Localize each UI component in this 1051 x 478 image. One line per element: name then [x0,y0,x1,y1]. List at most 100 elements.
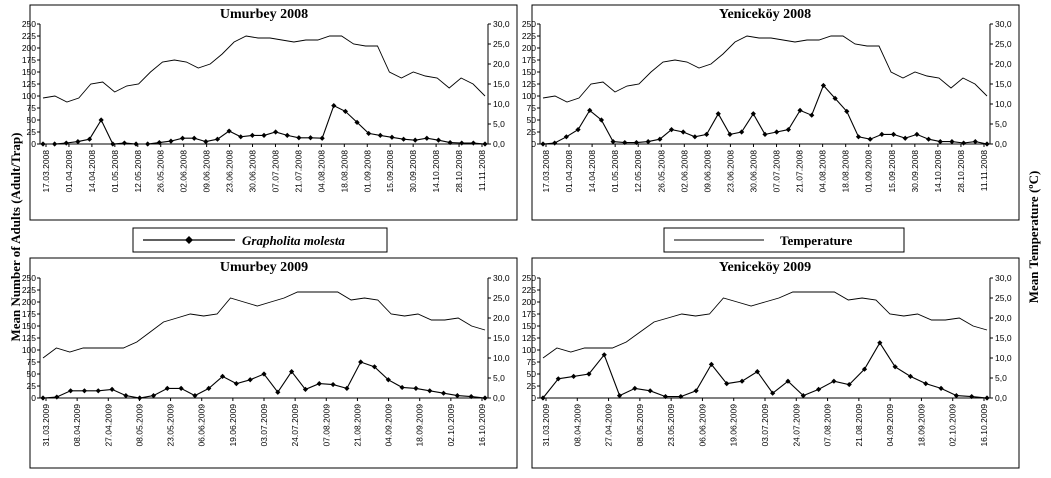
moth-point [399,384,405,391]
x-tick-label: 27.04.2009 [103,404,113,447]
y-axis-right-label: Mean Temperature (ºC) [1026,171,1041,304]
moth-point [354,119,360,125]
moth-point [468,393,474,400]
y-left-tick-label: 125 [22,333,36,343]
y-right-tick-label: 30,0 [493,273,510,283]
moth-point [754,369,760,375]
x-tick-label: 23.05.2009 [166,404,176,447]
x-tick-label: 31.03.2009 [41,404,51,447]
moth-point [622,139,628,146]
moth-point [284,132,290,138]
moth-point [923,381,929,387]
moth-point [482,395,488,401]
x-tick-label: 16.10.2009 [979,404,989,447]
moth-point [571,373,577,379]
x-tick-label: 12.05.2008 [633,150,643,193]
moth-point [86,136,93,142]
moth-point [238,134,244,140]
x-tick-label: 08.04.2009 [72,404,82,447]
y-right-tick-label: 30,0 [493,19,510,29]
moth-point [633,139,640,146]
y-axis-left-label: Mean Number of Adults (Adult/Trap) [8,133,23,342]
chart-panel-3: Umurbey 2009 0 25 50 75 100 125 150 175 200 225 250… [22,257,518,469]
y-left-tick-label: 50 [27,115,37,125]
y-left-tick-label: 125 [522,333,536,343]
y-left-tick-label: 75 [27,357,37,367]
y-left-tick-label: 225 [22,285,36,295]
temperature-line [42,291,486,359]
moth-point [63,140,69,146]
moth-point [413,385,419,391]
moth-point [261,371,267,377]
x-tick-label: 03.07.2009 [259,404,269,447]
y-left-tick-label: 200 [522,297,536,307]
moth-point [724,381,730,387]
moth-point [774,129,780,135]
moth-point [68,388,74,394]
y-left-tick-label: 0 [531,393,536,403]
moth-point [877,340,883,346]
y-right-tick-label: 5,0 [995,119,1007,129]
legend-moth-marker [185,236,193,244]
moth-point [937,139,943,145]
moth-point [552,140,558,146]
moth-point [587,107,593,113]
moth-point [575,127,581,133]
x-tick-label: 02.10.2009 [446,404,456,447]
x-tick-label: 17.03.2008 [41,150,51,193]
y-left-tick-label: 250 [522,19,536,29]
x-tick-label: 21.07.2008 [293,150,303,193]
moth-point [109,386,115,392]
moth-point [81,388,88,394]
y-left-tick-label: 50 [527,369,537,379]
panel-frame [531,257,1020,469]
y-right-tick-label: 0,0 [493,139,505,149]
moth-point [540,395,546,401]
y-left-tick-label: 250 [522,273,536,283]
moth-point [708,361,715,367]
y-right-tick-label: 10,0 [995,99,1012,109]
moth-point [95,388,101,394]
y-right-tick-label: 15,0 [995,79,1012,89]
y-right-tick-label: 10,0 [493,353,510,363]
panel-title: Yeniceköy 2009 [719,260,811,275]
moth-point [727,131,733,137]
y-left-tick-label: 250 [22,273,36,283]
moth-point [121,140,128,146]
panel-frame [29,257,518,469]
y-left-tick-label: 50 [527,115,537,125]
moth-point [598,117,605,123]
moth-point [616,393,623,399]
moth-point [739,378,745,384]
moth-point [145,141,151,147]
x-tick-label: 14.10.2008 [431,150,441,193]
y-right-tick-label: 15,0 [493,79,510,89]
x-tick-label: 09.06.2008 [702,150,712,193]
moth-point [861,366,868,372]
x-tick-label: 11.11.2008 [477,150,487,192]
x-tick-label: 18.08.2008 [841,150,851,193]
y-left-tick-label: 100 [22,345,36,355]
moth-point [233,381,239,387]
moth-point [377,132,383,138]
moth-point [98,117,104,123]
y-left-tick-label: 100 [522,91,536,101]
moth-point [844,108,850,114]
y-right-tick-label: 10,0 [493,99,510,109]
chart-panel-1: Umurbey 2008 0 25 50 75 100 125 150 175 200 225 250… [22,4,518,221]
y-left-tick-label: 0 [31,139,36,149]
moth-point [40,141,46,147]
moth-point [330,381,336,388]
y-left-tick-label: 50 [27,369,37,379]
y-right-tick-label: 30,0 [995,19,1012,29]
moth-point [273,129,279,135]
moth-point [123,393,129,399]
moth-point [168,138,174,144]
y-right-tick-label: 0,0 [493,393,505,403]
x-tick-label: 30.06.2008 [748,150,758,193]
moth-point [54,394,60,400]
moth-point [400,136,407,142]
moth-point [820,82,827,89]
